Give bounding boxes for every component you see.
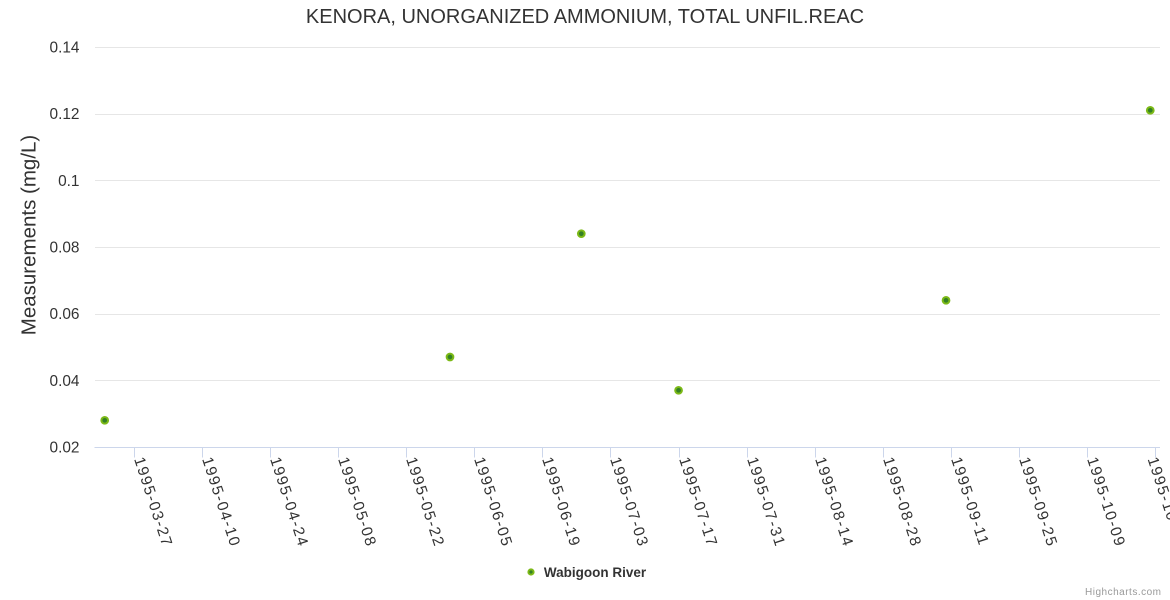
x-tick-label: 1995-09-25: [1015, 455, 1060, 549]
legend-marker-icon: [527, 568, 535, 576]
x-tick-label: 1995-04-24: [266, 455, 311, 549]
y-tick-label: 0.06: [50, 306, 80, 323]
y-tick-label: 0.04: [50, 373, 80, 390]
y-axis-title: Measurements (mg/L): [18, 135, 41, 336]
x-tick-label: 1995-07-03: [606, 455, 651, 549]
x-tick-label: 1995-08-14: [811, 455, 856, 549]
x-tick-label: 1995-09-11: [947, 455, 992, 548]
credits-link[interactable]: Highcharts.com: [1085, 586, 1162, 598]
data-point-marker[interactable]: [576, 229, 586, 239]
x-tick-label: 1995-05-08: [334, 455, 379, 549]
x-tick-label: 1995-06-05: [470, 455, 515, 549]
y-tick-label: 0.12: [50, 106, 80, 123]
legend: Wabigoon River: [0, 565, 1170, 580]
x-tick-label: 1995-10-23: [1144, 455, 1170, 549]
data-point-marker[interactable]: [674, 385, 683, 395]
data-point-marker[interactable]: [100, 415, 110, 425]
x-tick-label: 1995-03-27: [130, 455, 175, 549]
y-tick-label: 0.02: [50, 440, 80, 457]
legend-item-wabigoon-river[interactable]: Wabigoon River: [524, 565, 646, 580]
data-point-marker[interactable]: [445, 352, 455, 362]
x-tick-label: 1995-08-28: [879, 455, 924, 549]
x-tick-label: 1995-10-09: [1083, 455, 1128, 549]
y-tick-label: 0.14: [50, 40, 80, 57]
data-point-marker[interactable]: [1145, 105, 1155, 115]
legend-label: Wabigoon River: [543, 564, 647, 580]
x-tick-label: 1995-05-22: [402, 455, 447, 549]
x-tick-label: 1995-04-10: [198, 455, 243, 549]
x-tick-label: 1995-07-17: [675, 455, 720, 549]
y-tick-label: 0.08: [50, 240, 80, 257]
y-tick-label: 0.1: [58, 173, 79, 190]
chart-title: KENORA, UNORGANIZED AMMONIUM, TOTAL UNFI…: [305, 6, 865, 28]
x-tick-label: 1995-07-31: [743, 455, 788, 549]
data-point-marker[interactable]: [941, 295, 951, 305]
x-tick-label: 1995-06-19: [538, 455, 583, 549]
